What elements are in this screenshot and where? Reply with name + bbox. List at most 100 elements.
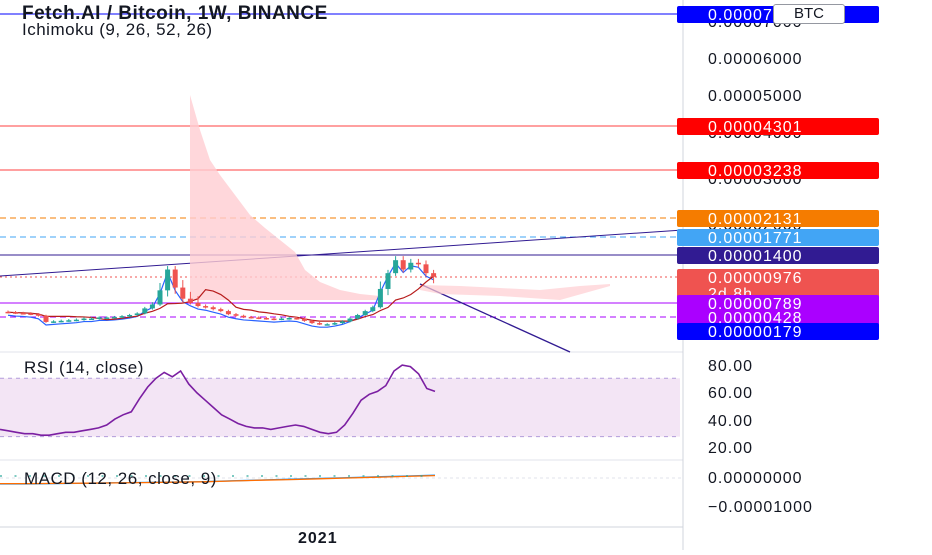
candle-body[interactable] bbox=[309, 320, 315, 324]
candle-body[interactable] bbox=[165, 269, 171, 291]
macd-histogram-bar bbox=[261, 475, 263, 477]
candle-body[interactable] bbox=[142, 308, 148, 314]
price-axis-tick: 0.00006000 bbox=[708, 51, 803, 68]
candle-body[interactable] bbox=[28, 313, 34, 315]
candle-body[interactable] bbox=[408, 262, 414, 270]
rsi-axis-tick: 40.00 bbox=[708, 413, 753, 430]
descending-trendline[interactable] bbox=[419, 283, 571, 353]
candle-body[interactable] bbox=[301, 318, 307, 321]
candle-body[interactable] bbox=[294, 318, 300, 320]
price-tag[interactable] bbox=[677, 295, 879, 312]
ascending-trendline[interactable] bbox=[0, 229, 684, 277]
kijun-sen-line[interactable] bbox=[7, 275, 434, 322]
rsi-band-background bbox=[0, 378, 680, 437]
candle-body[interactable] bbox=[324, 324, 330, 326]
candle-body[interactable] bbox=[195, 302, 201, 307]
candle-body[interactable] bbox=[385, 273, 391, 289]
candle-body[interactable] bbox=[89, 318, 95, 321]
candle-body[interactable] bbox=[111, 316, 117, 319]
price-tag[interactable] bbox=[677, 162, 879, 179]
candle-body[interactable] bbox=[256, 317, 262, 319]
candle-body[interactable] bbox=[157, 290, 163, 305]
macd-histogram-bar bbox=[203, 475, 205, 477]
candle-body[interactable] bbox=[339, 321, 345, 324]
macd-histogram-bar bbox=[232, 475, 234, 477]
macd-signal-line[interactable] bbox=[0, 474, 436, 485]
tenkan-sen-line[interactable] bbox=[7, 262, 434, 328]
macd-histogram-bar bbox=[174, 475, 176, 477]
candle-body[interactable] bbox=[172, 269, 178, 288]
candle-body[interactable] bbox=[51, 321, 57, 323]
candle-body[interactable] bbox=[377, 288, 383, 308]
candle-body[interactable] bbox=[210, 307, 216, 310]
price-tag[interactable] bbox=[677, 269, 879, 303]
candle-body[interactable] bbox=[415, 262, 421, 265]
candle-body[interactable] bbox=[81, 318, 87, 321]
price-tag[interactable] bbox=[677, 210, 879, 227]
candle-body[interactable] bbox=[13, 312, 19, 314]
candle-body[interactable] bbox=[370, 307, 376, 312]
candle-body[interactable] bbox=[400, 260, 406, 270]
candle-body[interactable] bbox=[180, 287, 186, 299]
candle-body[interactable] bbox=[43, 315, 49, 322]
macd-histogram-bar bbox=[116, 475, 118, 477]
candle-body[interactable] bbox=[134, 313, 140, 315]
macd-histogram-bar bbox=[101, 475, 104, 477]
macd-histogram-bar bbox=[290, 475, 292, 477]
candle-body[interactable] bbox=[271, 318, 277, 321]
price-tag[interactable] bbox=[677, 309, 879, 326]
candle-body[interactable] bbox=[203, 306, 209, 308]
candle-body[interactable] bbox=[66, 320, 72, 322]
macd-histogram-bar bbox=[377, 475, 379, 477]
candle-body[interactable] bbox=[119, 316, 125, 318]
macd-histogram-bar bbox=[159, 475, 162, 477]
price-tag[interactable] bbox=[677, 247, 879, 264]
candle-body[interactable] bbox=[20, 313, 26, 315]
candle-body[interactable] bbox=[431, 273, 437, 277]
candle-body[interactable] bbox=[73, 319, 79, 322]
candle-body[interactable] bbox=[58, 320, 64, 323]
price-tag-label: 0.000074 bbox=[708, 7, 783, 24]
candle-body[interactable] bbox=[286, 318, 292, 320]
macd-histogram-bar bbox=[348, 475, 350, 477]
macd-histogram-bar bbox=[333, 475, 336, 477]
candle-body[interactable] bbox=[263, 318, 269, 320]
price-tag-label: 0.00004301 bbox=[708, 119, 803, 136]
candle-body[interactable] bbox=[187, 298, 193, 303]
candle-body[interactable] bbox=[96, 317, 102, 319]
candle-body[interactable] bbox=[279, 318, 285, 321]
candle-body[interactable] bbox=[35, 314, 41, 316]
macd-axis-tick: −0.00001000 bbox=[708, 499, 813, 516]
candle-body[interactable] bbox=[5, 311, 11, 314]
ichimoku-indicator-title[interactable]: Ichimoku (9, 26, 52, 26) bbox=[22, 20, 213, 39]
price-tag[interactable] bbox=[677, 229, 879, 246]
macd-histogram-bar bbox=[304, 475, 307, 477]
rsi-pane-title[interactable]: RSI (14, close) bbox=[24, 358, 144, 377]
currency-badge[interactable]: BTC bbox=[773, 4, 845, 24]
candle-body[interactable] bbox=[241, 315, 247, 318]
candle-body[interactable] bbox=[248, 316, 254, 319]
macd-histogram-bar bbox=[58, 475, 60, 477]
candle-body[interactable] bbox=[393, 260, 399, 274]
candle-body[interactable] bbox=[355, 314, 361, 319]
macd-histogram-bar bbox=[246, 475, 249, 477]
chart-title: Fetch.AI / Bitcoin, 1W, BINANCE bbox=[22, 3, 328, 24]
candle-body[interactable] bbox=[104, 317, 110, 319]
price-tag-label: 0.00000428 bbox=[708, 310, 803, 327]
macd-histogram-bar bbox=[14, 475, 17, 477]
candle-body[interactable] bbox=[225, 311, 231, 315]
candle-body[interactable] bbox=[362, 311, 368, 315]
macd-pane-title[interactable]: MACD (12, 26, close, 9) bbox=[24, 469, 217, 488]
candle-body[interactable] bbox=[233, 314, 239, 316]
rsi-line[interactable] bbox=[0, 364, 436, 436]
candle-body[interactable] bbox=[423, 264, 429, 274]
candle-body[interactable] bbox=[218, 309, 224, 312]
candle-body[interactable] bbox=[347, 318, 353, 322]
price-tag[interactable] bbox=[677, 323, 879, 340]
candle-body[interactable] bbox=[317, 323, 323, 325]
candle-body[interactable] bbox=[149, 304, 155, 309]
candle-body[interactable] bbox=[332, 323, 338, 325]
candle-body[interactable] bbox=[127, 314, 133, 317]
price-tag[interactable] bbox=[677, 118, 879, 135]
